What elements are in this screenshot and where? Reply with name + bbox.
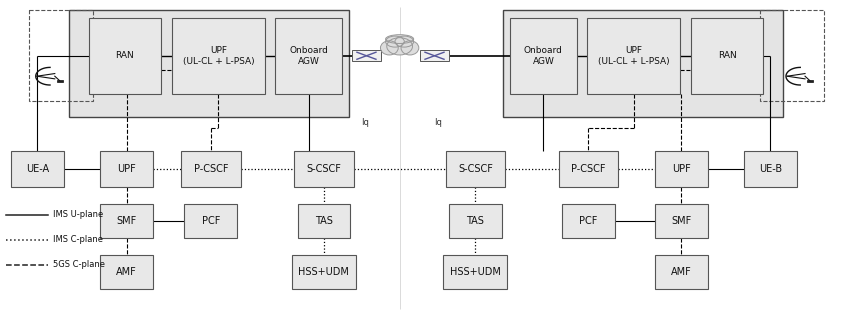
Ellipse shape [381, 41, 398, 55]
Bar [101, 255, 153, 289]
Bar [655, 204, 707, 238]
Text: IMS C-plane: IMS C-plane [54, 235, 103, 244]
Bar [101, 204, 153, 238]
Bar [744, 151, 797, 187]
Bar [11, 151, 64, 187]
Bar [57, 80, 63, 82]
Text: RAN: RAN [116, 51, 135, 60]
Text: UPF
(UL-CL + L-PSA): UPF (UL-CL + L-PSA) [598, 46, 670, 66]
Bar [760, 10, 824, 101]
Text: UE-A: UE-A [26, 164, 49, 174]
Bar [294, 151, 354, 187]
Text: TAS: TAS [315, 216, 333, 226]
Text: Iq: Iq [360, 118, 369, 127]
Text: UE-B: UE-B [759, 164, 782, 174]
Text: AMF: AMF [116, 267, 137, 277]
Bar [808, 80, 814, 82]
Text: Onboard
AGW: Onboard AGW [289, 46, 328, 66]
Text: UPF: UPF [672, 164, 691, 174]
Bar [446, 151, 505, 187]
Text: Onboard
AGW: Onboard AGW [524, 46, 563, 66]
Bar [292, 255, 356, 289]
Bar [69, 10, 349, 117]
Text: HSS+UDM: HSS+UDM [450, 267, 501, 277]
Bar [420, 51, 449, 61]
Bar [297, 204, 350, 238]
Text: UPF: UPF [118, 164, 136, 174]
Bar [562, 204, 615, 238]
Bar [691, 18, 763, 94]
Bar [587, 18, 681, 94]
Bar [503, 10, 783, 117]
Bar [89, 18, 161, 94]
Bar [655, 255, 707, 289]
Text: P-CSCF: P-CSCF [193, 164, 228, 174]
Text: SMF: SMF [671, 216, 691, 226]
Bar [171, 18, 265, 94]
Text: UPF
(UL-CL + L-PSA): UPF (UL-CL + L-PSA) [182, 46, 254, 66]
Text: 5GS C-plane: 5GS C-plane [54, 260, 106, 270]
Text: IMS U-plane: IMS U-plane [54, 210, 104, 219]
Text: RAN: RAN [717, 51, 736, 60]
Text: AMF: AMF [671, 267, 692, 277]
Ellipse shape [387, 38, 412, 55]
Text: PCF: PCF [202, 216, 220, 226]
Bar [559, 151, 619, 187]
Bar [443, 255, 507, 289]
Ellipse shape [395, 36, 414, 47]
Text: P-CSCF: P-CSCF [571, 164, 606, 174]
Text: S-CSCF: S-CSCF [307, 164, 342, 174]
Ellipse shape [386, 36, 405, 47]
Bar [275, 18, 342, 94]
Bar [352, 51, 381, 61]
Text: HSS+UDM: HSS+UDM [298, 267, 349, 277]
Ellipse shape [401, 41, 419, 55]
Bar [101, 151, 153, 187]
Bar [510, 18, 577, 94]
Bar [181, 151, 240, 187]
Bar [449, 204, 502, 238]
Bar [655, 151, 707, 187]
Text: Iq: Iq [434, 118, 442, 127]
Text: TAS: TAS [466, 216, 484, 226]
Ellipse shape [386, 35, 414, 44]
Bar [184, 204, 237, 238]
Text: SMF: SMF [117, 216, 136, 226]
Text: PCF: PCF [579, 216, 597, 226]
Bar [29, 10, 93, 101]
Text: S-CSCF: S-CSCF [458, 164, 492, 174]
